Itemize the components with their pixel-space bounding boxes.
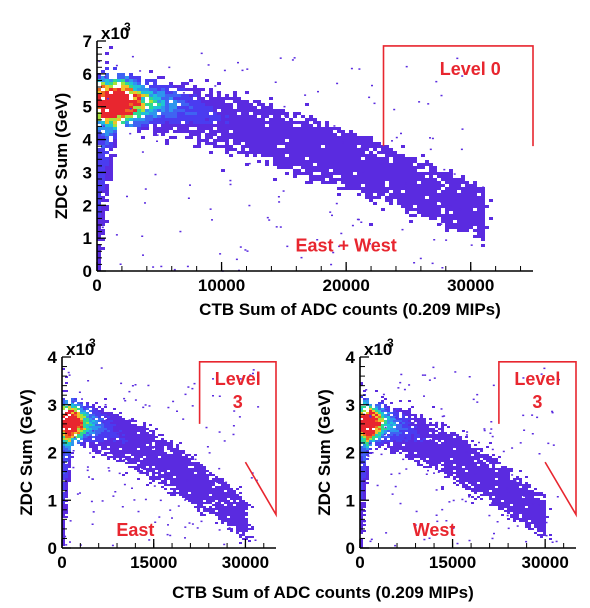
- west-y-tick-label: 3: [346, 396, 355, 415]
- top-annotation: East + West: [296, 235, 397, 255]
- west-y-axis-label: ZDC Sum (GeV): [315, 389, 334, 516]
- top-density-cells: [97, 46, 493, 272]
- top-x-tick-label: 30000: [447, 276, 494, 295]
- top-y-axis-label: ZDC Sum (GeV): [52, 93, 71, 220]
- top-x-axis-label: CTB Sum of ADC counts (0.209 MIPs): [199, 300, 501, 319]
- top-x-tick-label: 0: [92, 276, 101, 295]
- east-annotation: East: [116, 520, 154, 540]
- west-y-tick-label: 4: [346, 348, 356, 367]
- east-y-tick-label: 1: [48, 491, 57, 510]
- west-cut-boundary: [498, 360, 577, 518]
- east-x-tick-label: 0: [57, 553, 66, 572]
- top-y-tick-label: 5: [83, 98, 92, 117]
- west-x-tick-label: 15000: [429, 553, 476, 572]
- top-y-multiplier-exp: 3: [124, 20, 131, 34]
- east-y-tick-label: 4: [48, 348, 58, 367]
- east-y-tick-label: 0: [48, 539, 57, 558]
- top-y-tick-label: 7: [83, 32, 92, 51]
- west-cut-label-line1: Level: [514, 369, 560, 389]
- top-y-tick-label: 1: [83, 229, 92, 248]
- top-y-tick-label: 0: [83, 262, 92, 281]
- west-x-tick-label: 0: [355, 553, 364, 572]
- west-annotation: West: [413, 520, 456, 540]
- east-y-axis-label: ZDC Sum (GeV): [17, 389, 36, 516]
- west-y-tick-label: 1: [346, 491, 355, 510]
- west-y-tick-label: 0: [346, 539, 355, 558]
- west-density-cells: [360, 366, 560, 548]
- west-y-multiplier: x10: [364, 340, 392, 359]
- east-density-cells: [62, 367, 260, 547]
- west-y-multiplier-exp: 3: [387, 336, 394, 350]
- top-x-tick-label: 20000: [323, 276, 370, 295]
- top-y-tick-label: 3: [83, 163, 92, 182]
- east-cut-boundary: [198, 360, 277, 518]
- top-cut-boundary: [382, 45, 534, 147]
- top-y-tick-label: 2: [83, 196, 92, 215]
- east-y-tick-label: 2: [48, 444, 57, 463]
- west-y-tick-label: 2: [346, 444, 355, 463]
- top-y-multiplier: x10: [101, 24, 129, 43]
- top-x-tick-label: 10000: [198, 276, 245, 295]
- east-x-tick-label: 15000: [130, 553, 177, 572]
- east-x-tick-label: 30000: [222, 553, 269, 572]
- east-y-multiplier-exp: 3: [89, 336, 96, 350]
- west-cut-label-line2: 3: [532, 392, 542, 412]
- east-y-tick-label: 3: [48, 396, 57, 415]
- top-cut-label: Level 0: [440, 59, 501, 79]
- east-x-axis-label: CTB Sum of ADC counts (0.209 MIPs): [172, 583, 474, 602]
- west-x-tick-label: 30000: [522, 553, 569, 572]
- east-cut-label-line1: Level: [215, 369, 261, 389]
- east-y-multiplier: x10: [66, 340, 94, 359]
- east-cut-label-line2: 3: [233, 392, 243, 412]
- top-y-tick-label: 4: [83, 131, 93, 150]
- top-y-tick-label: 6: [83, 65, 92, 84]
